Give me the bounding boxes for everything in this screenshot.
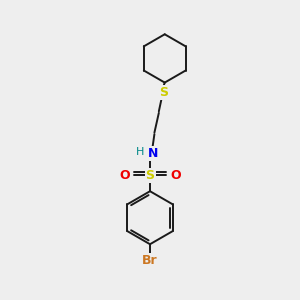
Text: S: S <box>146 169 154 182</box>
Text: O: O <box>170 169 181 182</box>
Text: S: S <box>159 86 168 99</box>
Text: Br: Br <box>142 254 158 267</box>
Text: N: N <box>148 147 158 160</box>
Text: O: O <box>119 169 130 182</box>
Text: H: H <box>136 147 144 158</box>
